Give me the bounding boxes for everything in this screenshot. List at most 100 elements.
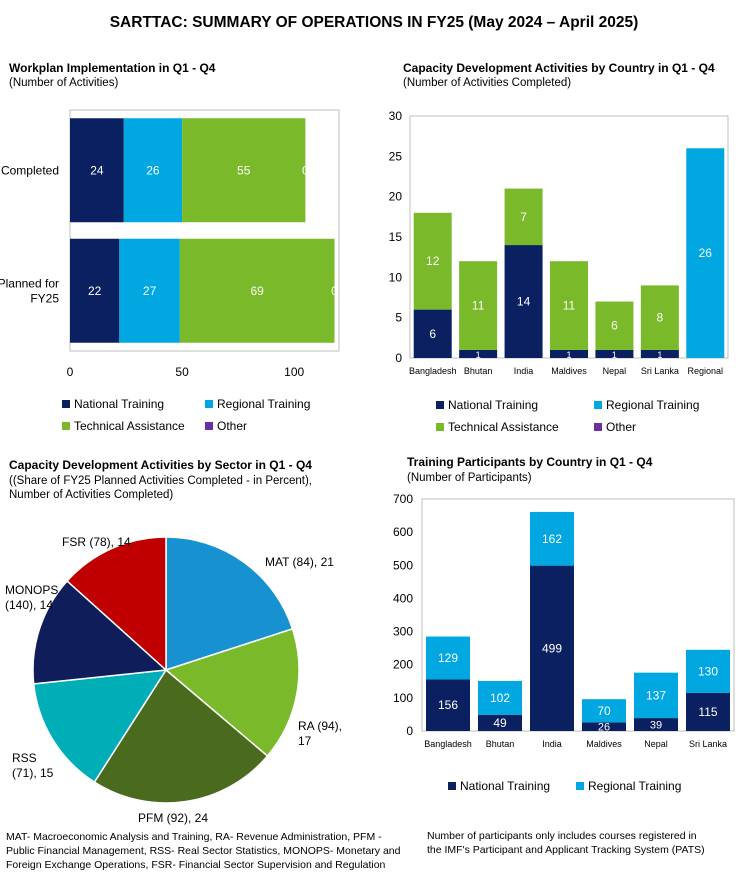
workplan-bar-technical-assistance-planned-for-fy25	[179, 238, 335, 343]
country-data-label-national-training-maldives: 1	[566, 350, 571, 360]
country-x-tick-maldives: Maldives	[551, 366, 587, 376]
workplan-data-label-technical-assistance-planned-for-fy25: 69	[250, 284, 264, 298]
participants-data-label-regional-training-india: 162	[542, 532, 562, 546]
participants-bar-regional-training-maldives	[582, 699, 626, 723]
workplan-x-tick-100: 100	[284, 365, 304, 379]
workplan-data-label-regional-training-planned-for-fy25: 27	[143, 284, 157, 298]
country-y-tick-0: 0	[395, 351, 402, 365]
country-bar-technical-assistance-sri-lanka	[640, 285, 679, 350]
workplan-bar-national-training-planned-for-fy25	[70, 238, 120, 343]
participants-bar-regional-training-nepal	[634, 672, 678, 719]
workplan-legend-swatch-national-training	[62, 400, 70, 408]
participants-data-label-national-training-bhutan: 49	[493, 716, 507, 730]
participants-bar-national-training-maldives	[582, 722, 626, 731]
participants-data-label-national-training-bangladesh: 156	[438, 698, 458, 712]
country-bar-national-training-nepal	[595, 349, 634, 358]
participants-bar-regional-training-bhutan	[478, 680, 522, 715]
workplan-legend-label-other: Other	[217, 419, 247, 433]
workplan-data-label-national-training-planned-for-fy25: 22	[88, 284, 102, 298]
pie-label-mat-84-21-0: MAT (84), 21	[265, 555, 334, 569]
workplan-data-label-technical-assistance-completed: 55	[237, 163, 251, 177]
country-data-label-national-training-sri-lanka: 1	[657, 350, 662, 360]
participants-legend-label-regional-training: Regional Training	[588, 779, 681, 793]
participants-plot-area	[421, 498, 735, 732]
country-bar-technical-assistance-nepal	[595, 301, 634, 350]
workplan-bar-regional-training-planned-for-fy25	[119, 238, 180, 343]
participants-x-tick-bhutan: Bhutan	[486, 739, 515, 749]
country-y-tick-15: 15	[389, 230, 403, 244]
country-activities-chart-subtitle: (Number of Activities Completed)	[403, 77, 572, 89]
participants-bar-regional-training-india	[530, 511, 574, 566]
country-bar-regional-training-regional	[686, 148, 725, 358]
participants-x-tick-maldives: Maldives	[586, 739, 622, 749]
country-bar-national-training-bhutan	[459, 349, 498, 358]
workplan-legend-swatch-technical-assistance	[62, 422, 70, 430]
workplan-chart-subtitle: (Number of Activities)	[9, 77, 119, 89]
sector-pie-title: Capacity Development Activities by Secto…	[9, 458, 312, 472]
participants-data-label-national-training-india: 499	[542, 641, 562, 655]
participants-y-tick-0: 0	[406, 724, 413, 738]
participants-bar-national-training-bhutan	[478, 714, 522, 731]
country-bar-national-training-india	[504, 245, 543, 358]
workplan-data-label-national-training-completed: 24	[90, 163, 104, 177]
workplan-legend-swatch-regional-training	[205, 400, 213, 408]
country-data-label-national-training-india: 14	[517, 295, 531, 309]
workplan-x-tick-50: 50	[175, 365, 189, 379]
pie-label-pfm-92-24-0: PFM (92), 24	[138, 811, 208, 825]
country-activities-chart-title: Capacity Development Activities by Count…	[403, 61, 715, 75]
pie-label-monops-140-14-1: (140), 14	[5, 598, 53, 612]
country-data-label-technical-assistance-maldives: 11	[563, 299, 576, 313]
workplan-x-tick-0: 0	[67, 365, 74, 379]
country-x-tick-regional: Regional	[688, 366, 724, 376]
country-data-label-national-training-bangladesh: 6	[429, 327, 436, 341]
country-bar-national-training-sri-lanka	[640, 349, 679, 358]
workplan-category-label-completed: Completed	[1, 163, 59, 177]
participants-data-label-regional-training-nepal: 137	[646, 688, 666, 702]
pie-label-ra-94-17-1: 17	[298, 734, 312, 748]
participants-data-label-regional-training-maldives: 70	[597, 704, 611, 718]
participants-y-tick-300: 300	[393, 625, 413, 639]
participants-bar-national-training-sri-lanka	[686, 692, 730, 731]
participants-data-label-regional-training-sri-lanka: 130	[698, 664, 718, 678]
workplan-bar-national-training-completed	[70, 118, 124, 223]
participants-legend-swatch-regional-training	[576, 782, 584, 790]
sector-pie-subtitle-line-1: ((Share of FY25 Planned Activities Compl…	[9, 475, 312, 487]
country-x-tick-nepal: Nepal	[603, 366, 627, 376]
workplan-category-label-planned-for-fy25-1: FY25	[30, 291, 59, 305]
country-x-tick-india: India	[514, 366, 534, 376]
country-data-label-technical-assistance-india: 7	[520, 210, 527, 224]
pie-label-rss-71-15-0: RSS	[12, 751, 37, 765]
country-y-tick-25: 25	[389, 149, 403, 163]
country-data-label-technical-assistance-sri-lanka: 8	[657, 311, 664, 325]
participants-bar-regional-training-sri-lanka	[686, 649, 730, 693]
participants-chart: 0 100 200 300 400 500 600 700 156 129 Bangladesh 49…	[393, 492, 735, 793]
participants-footnote-line-1: Number of participants only includes cou…	[427, 830, 697, 842]
participants-y-tick-500: 500	[393, 558, 413, 572]
participants-x-tick-sri-lanka: Sri Lanka	[689, 739, 727, 749]
participants-y-tick-100: 100	[393, 691, 413, 705]
country-y-tick-20: 20	[389, 190, 403, 204]
participants-footnote-line-2: the IMF's Participant and Applicant Trac…	[427, 844, 705, 856]
participants-footnote: Number of participants only includes cou…	[427, 829, 705, 857]
participants-chart-title: Training Participants by Country in Q1 -…	[407, 455, 653, 469]
country-activities-chart: 051015202530612Bangladesh111Bhutan147Ind…	[389, 109, 729, 434]
country-y-tick-30: 30	[389, 109, 403, 123]
sector-footnote-line-2: Public Financial Management, RSS- Real S…	[6, 845, 401, 857]
country-legend-label-regional-training: Regional Training	[606, 398, 699, 412]
pie-label-ra-94-17-0: RA (94),	[298, 719, 342, 733]
country-legend-label-national-training: National Training	[448, 398, 538, 412]
participants-y-tick-600: 600	[393, 525, 413, 539]
participants-x-tick-nepal: Nepal	[644, 739, 668, 749]
workplan-legend-label-technical-assistance: Technical Assistance	[74, 419, 185, 433]
country-data-label-regional-training-regional: 26	[699, 246, 713, 260]
workplan-chart-title: Workplan Implementation in Q1 - Q4	[9, 61, 216, 75]
country-bar-technical-assistance-bangladesh	[413, 212, 452, 310]
country-data-label-national-training-bhutan: 1	[476, 350, 481, 360]
workplan-data-label-other-completed: 0	[302, 163, 309, 177]
participants-legend-swatch-national-training	[448, 782, 456, 790]
participants-data-label-national-training-nepal: 39	[650, 720, 662, 732]
country-x-tick-sri-lanka: Sri Lanka	[641, 366, 679, 376]
country-bar-national-training-maldives	[550, 349, 588, 358]
participants-y-tick-700: 700	[393, 492, 413, 506]
